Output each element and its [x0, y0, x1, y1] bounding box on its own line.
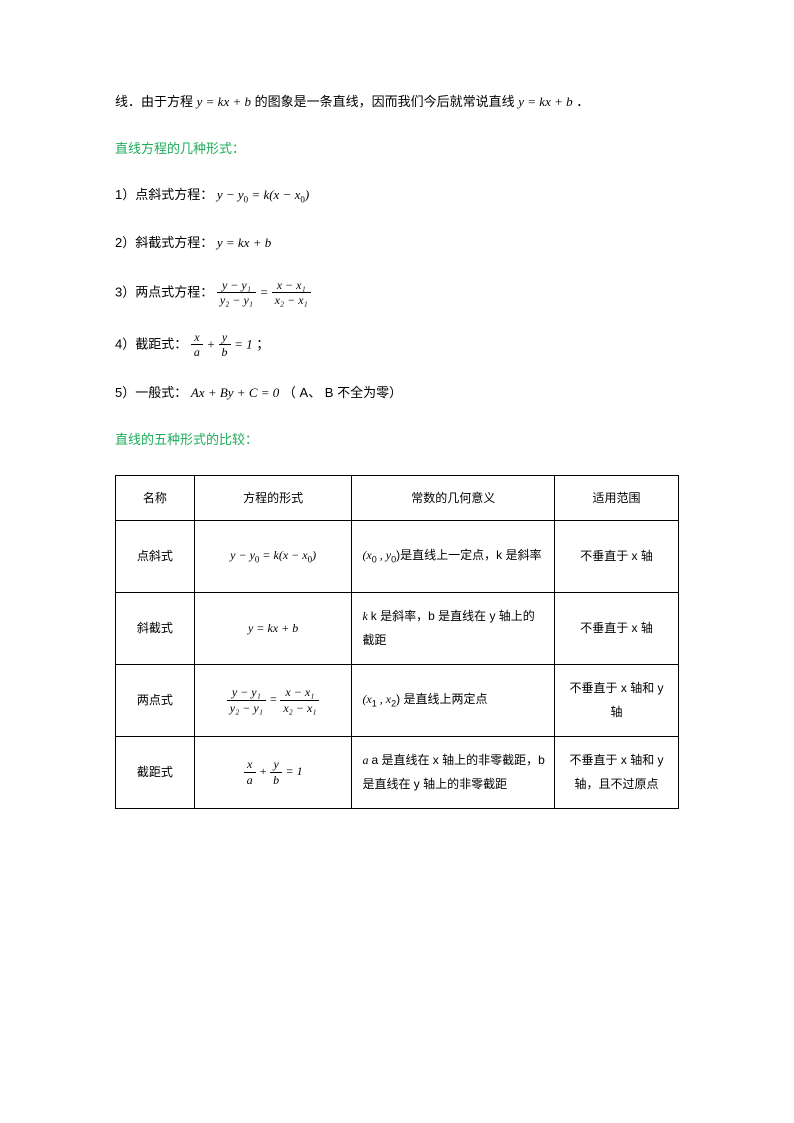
intro-text-2: 的图象是一条直线，因而我们今后就常说直线: [255, 94, 515, 109]
cell-name: 点斜式: [116, 520, 195, 592]
cell-scope: 不垂直于 x 轴和 y 轴，且不过原点: [555, 736, 679, 808]
item-2-eq: y = kx + b: [217, 235, 271, 250]
item-4-frac-2: yb: [219, 330, 231, 360]
intro-eq-1: y = kx + b: [197, 94, 251, 109]
table-row: 斜截式 y = kx + b k k 是斜率，b 是直线在 y 轴上的截距 不垂…: [116, 592, 679, 664]
comparison-table: 名称 方程的形式 常数的几何意义 适用范围 点斜式 y − y0 = k(x −…: [115, 475, 679, 809]
item-1-label: 1）点斜式方程：: [115, 187, 213, 202]
item-3-label: 3）两点式方程：: [115, 284, 213, 299]
heading-forms: 直线方程的几种形式：: [115, 137, 679, 162]
intro-text-1: 线．由于方程: [115, 94, 193, 109]
heading-comparison: 直线的五种形式的比较：: [115, 428, 679, 453]
th-name: 名称: [116, 475, 195, 520]
intro-eq-2: y = kx + b: [518, 94, 572, 109]
th-formula: 方程的形式: [194, 475, 352, 520]
cell-formula: y − y0 = k(x − x0): [194, 520, 352, 592]
item-1: 1）点斜式方程： y − y0 = k(x − x0): [115, 183, 679, 209]
cell-formula: y − y₁y₂ − y₁ = x − x₁x₂ − x₁: [194, 664, 352, 736]
item-5-label: 5）一般式：: [115, 385, 187, 400]
cell-meaning: (x0 , y0)是直线上一定点，k 是斜率: [352, 520, 555, 592]
cell-name: 截距式: [116, 736, 195, 808]
item-4: 4）截距式： xa + yb = 1 ；: [115, 330, 679, 360]
item-2: 2）斜截式方程： y = kx + b: [115, 231, 679, 256]
cell-meaning: (x1 , x2) 是直线上两定点: [352, 664, 555, 736]
table-row: 截距式 xa + yb = 1 a a 是直线在 x 轴上的非零截距，b 是直线…: [116, 736, 679, 808]
cell-name: 两点式: [116, 664, 195, 736]
table-header-row: 名称 方程的形式 常数的几何意义 适用范围: [116, 475, 679, 520]
item-3-frac-1: y − y₁y₂ − y₁: [217, 278, 256, 308]
cell-name: 斜截式: [116, 592, 195, 664]
item-1-eq: y − y0 = k(x − x0): [217, 187, 309, 202]
intro-paragraph: 线．由于方程 y = kx + b 的图象是一条直线，因而我们今后就常说直线 y…: [115, 90, 679, 115]
th-meaning: 常数的几何意义: [352, 475, 555, 520]
cell-formula: y = kx + b: [194, 592, 352, 664]
item-2-label: 2）斜截式方程：: [115, 235, 213, 250]
item-4-frac-1: xa: [191, 330, 203, 360]
cell-scope: 不垂直于 x 轴和 y 轴: [555, 664, 679, 736]
cell-meaning: a a 是直线在 x 轴上的非零截距，b 是直线在 y 轴上的非零截距: [352, 736, 555, 808]
item-5-paren: （ A、 B 不全为零）: [283, 385, 402, 400]
cell-formula: xa + yb = 1: [194, 736, 352, 808]
th-scope: 适用范围: [555, 475, 679, 520]
table-row: 点斜式 y − y0 = k(x − x0) (x0 , y0)是直线上一定点，…: [116, 520, 679, 592]
intro-text-3: ．: [576, 94, 589, 109]
item-5: 5）一般式： Ax + By + C = 0 （ A、 B 不全为零）: [115, 381, 679, 406]
item-3: 3）两点式方程： y − y₁y₂ − y₁ = x − x₁x₂ − x₁: [115, 278, 679, 308]
item-4-label: 4）截距式：: [115, 336, 187, 351]
table-row: 两点式 y − y₁y₂ − y₁ = x − x₁x₂ − x₁ (x1 , …: [116, 664, 679, 736]
cell-scope: 不垂直于 x 轴: [555, 592, 679, 664]
item-5-eq: Ax + By + C = 0: [191, 385, 279, 400]
cell-meaning: k k 是斜率，b 是直线在 y 轴上的截距: [352, 592, 555, 664]
cell-scope: 不垂直于 x 轴: [555, 520, 679, 592]
item-3-frac-2: x − x₁x₂ − x₁: [272, 278, 311, 308]
